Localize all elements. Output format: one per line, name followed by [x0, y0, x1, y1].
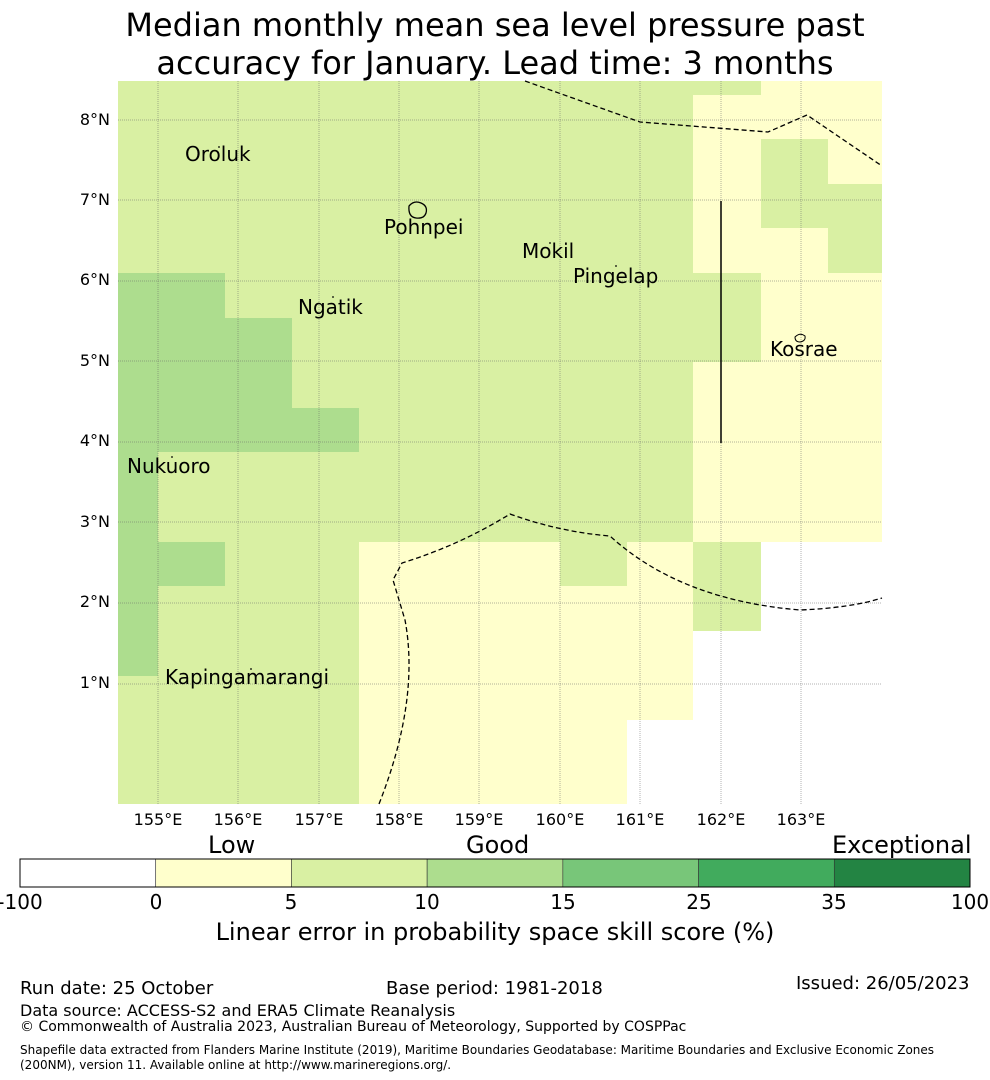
- place-label-ngatik: Ngatik: [298, 295, 363, 319]
- colorbar-block: [562, 858, 699, 888]
- lon-tick-label: 160°E: [535, 810, 585, 829]
- mokil-island: [549, 242, 551, 244]
- lat-tick-label: 6°N: [79, 270, 110, 289]
- base-period: Base period: 1981-2018: [386, 978, 603, 999]
- skill-cell: [828, 184, 882, 273]
- lon-tick-label: 162°E: [696, 810, 746, 829]
- title-line-1: Median monthly mean sea level pressure p…: [125, 6, 865, 44]
- lat-tick-label: 3°N: [79, 512, 110, 531]
- colorbar-tick-label: 15: [550, 890, 576, 914]
- eez-boundary-south: [378, 513, 883, 805]
- islands: [171, 146, 806, 670]
- skill-cell: [359, 542, 693, 631]
- colorbar-block: [155, 858, 292, 888]
- place-label-oroluk: Oroluk: [185, 142, 251, 166]
- skill-cell: [693, 631, 761, 804]
- skill-cell: [761, 542, 882, 804]
- lon-tick-label: 158°E: [374, 810, 424, 829]
- skill-cell: [560, 542, 627, 586]
- lon-tick-label: 159°E: [454, 810, 504, 829]
- colorbar-category-low: Low: [208, 831, 256, 859]
- colorbar-block: [19, 858, 157, 888]
- maritime-boundaries: [378, 80, 883, 805]
- colorbar-title: Linear error in probability space skill …: [215, 918, 775, 946]
- colorbar-tick-label: 5: [284, 890, 298, 914]
- skill-cell: [761, 139, 828, 228]
- lon-tick-label: 163°E: [776, 810, 826, 829]
- skill-cell: [225, 318, 292, 452]
- colorbar-blocks: [19, 858, 971, 888]
- colorbar-tick-label: 10: [414, 890, 440, 914]
- colorbar-block: [698, 858, 835, 888]
- skill-score-grid: [118, 81, 882, 804]
- skill-cell: [158, 542, 225, 586]
- kosrae-island: [794, 333, 806, 343]
- skill-cell: [627, 720, 693, 804]
- pingelap-island: [615, 265, 617, 267]
- colorbar-tick-label: 25: [686, 890, 712, 914]
- copyright: © Commonwealth of Australia 2023, Austra…: [20, 1019, 687, 1035]
- lon-tick-label: 157°E: [294, 810, 344, 829]
- place-label-pohnpei: Pohnpei: [384, 215, 464, 239]
- lat-tick-label: 1°N: [79, 673, 110, 692]
- skill-cell: [693, 81, 761, 95]
- oroluk-island: [218, 146, 220, 148]
- colorbar-tick-label: -100: [0, 890, 43, 914]
- lat-tick-label: 8°N: [79, 110, 110, 129]
- place-label-nukuoro: Nukuoro: [127, 454, 211, 478]
- colorbar-block: [833, 858, 971, 888]
- ngatik-island: [332, 296, 334, 298]
- lat-tick-label: 4°N: [79, 431, 110, 450]
- kapingamarangi-island: [250, 668, 252, 670]
- graticule: [118, 81, 882, 804]
- issued-date: Issued: 26/05/2023: [796, 973, 970, 994]
- lon-tick-label: 155°E: [133, 810, 183, 829]
- skill-cell: [118, 273, 225, 452]
- place-label-mokil: Mokil: [522, 239, 575, 263]
- data-source: Data source: ACCESS-S2 and ERA5 Climate …: [20, 1001, 456, 1020]
- skill-cell: [118, 452, 158, 676]
- colorbar-tick-label: 35: [821, 890, 847, 914]
- colorbar-tick-label: 100: [950, 890, 990, 914]
- colorbar-tick-label: 0: [149, 890, 163, 914]
- skill-cell: [693, 273, 761, 362]
- title-line-2: accuracy for January. Lead time: 3 month…: [156, 44, 834, 82]
- place-label-pingelap: Pingelap: [573, 264, 659, 288]
- colorbar-block: [426, 858, 564, 888]
- colorbar-category-exceptional: Exceptional: [832, 831, 972, 859]
- lat-tick-label: 7°N: [79, 190, 110, 209]
- colorbar-block: [291, 858, 428, 888]
- lon-tick-label: 161°E: [615, 810, 665, 829]
- place-label-kosrae: Kosrae: [770, 337, 838, 361]
- skill-cell: [292, 408, 359, 452]
- lat-tick-label: 5°N: [79, 351, 110, 370]
- lat-tick-label: 2°N: [79, 592, 110, 611]
- colorbar-category-good: Good: [466, 831, 530, 859]
- eez-boundary-north: [524, 80, 883, 167]
- colorbar-frame: [19, 858, 971, 888]
- shapefile-credit: Shapefile data extracted from Flanders M…: [20, 1043, 935, 1072]
- chart-title: Median monthly mean sea level pressure p…: [0, 6, 990, 82]
- pohnpei-island: [408, 201, 428, 219]
- nukuoro-island: [171, 456, 173, 458]
- place-label-kapingamarangi: Kapingamarangi: [165, 665, 330, 689]
- run-date: Run date: 25 October: [20, 978, 214, 999]
- lon-tick-label: 156°E: [213, 810, 263, 829]
